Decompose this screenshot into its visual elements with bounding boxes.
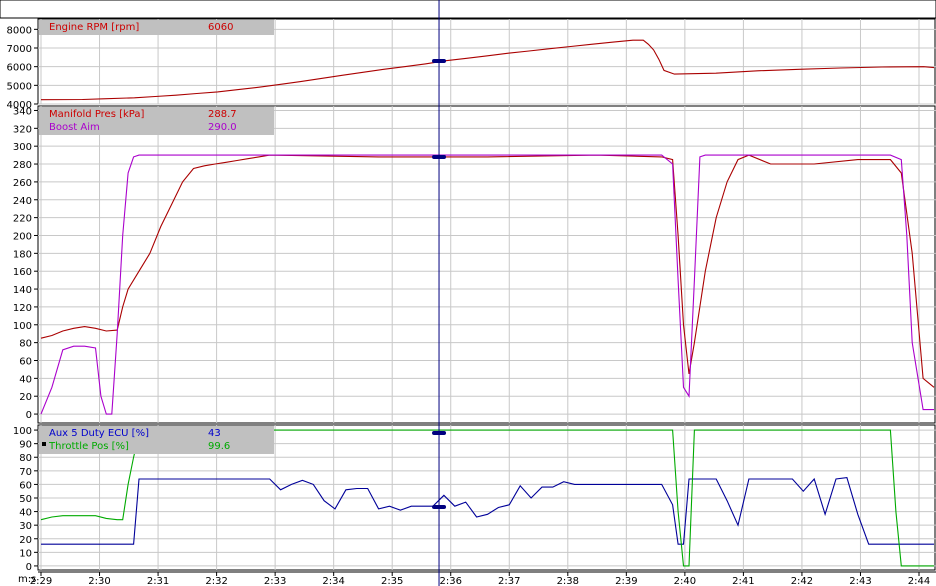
y-tick-label: 260: [13, 178, 32, 189]
x-tick-label: 2:35: [381, 576, 403, 586]
y-tick-label: 340: [13, 106, 32, 117]
y-tick-label: 100: [13, 426, 32, 437]
y-tick-label: 120: [13, 303, 32, 314]
y-tick-label: 5000: [7, 81, 32, 92]
legend-name: Boost Aim: [49, 122, 100, 133]
legend-name: Throttle Pos [%]: [48, 441, 129, 452]
x-axis-unit-label: m:s: [18, 574, 36, 585]
legend-name: Manifold Pres [kPa]: [49, 109, 145, 120]
y-tick-label: 140: [13, 285, 32, 296]
y-tick-label: 100: [13, 321, 32, 332]
plot-area: [37, 105, 936, 424]
x-tick-label: 2:43: [849, 576, 871, 586]
cursor-marker: [432, 59, 447, 63]
y-tick-label: 180: [13, 249, 32, 260]
y-tick-label: 240: [13, 196, 32, 207]
legend-box: [39, 426, 274, 454]
panel-boost: 0 20 40 60 80 100 120 140 160 180 200 220 240 260 280 3…: [13, 105, 936, 424]
x-tick-label: 2:39: [615, 576, 637, 586]
legend-value: 288.7: [208, 109, 237, 120]
y-tick-label: 20: [19, 535, 32, 546]
legend-name: Aux 5 Duty ECU [%]: [49, 428, 149, 439]
y-tick-label: 60: [19, 356, 32, 367]
legend-boost: Manifold Pres [kPa] 288.7 Boost Aim 290.0: [39, 107, 274, 135]
y-tick-label: 40: [19, 508, 32, 519]
y-tick-label: 0: [26, 562, 32, 573]
x-tick-label: 2:34: [322, 576, 344, 586]
x-tick-label: 2:42: [791, 576, 813, 586]
cursor-marker: [432, 505, 447, 509]
x-tick-label: 2:41: [732, 576, 754, 586]
x-tick-label: 2:29: [30, 576, 52, 586]
panel-duty: 0 10 20 30 40 50 60 70 80 90 100 Aux 5 Duty ECU [%]…: [13, 424, 936, 573]
y-tick-label: 4000: [7, 100, 32, 111]
y-tick-label: 90: [19, 440, 32, 451]
y-tick-label: 30: [19, 521, 32, 532]
legend-value: 99.6: [208, 441, 230, 452]
x-tick-label: 2:36: [439, 576, 461, 586]
legend-name: Engine RPM [rpm]: [49, 22, 139, 33]
y-tick-label: 7000: [7, 44, 32, 55]
x-tick-label: 2:31: [147, 576, 169, 586]
x-tick-label: 2:37: [498, 576, 520, 586]
x-tick-label: 2:44: [908, 576, 930, 586]
panel-rpm: 4000 5000 6000 7000 8000 Engine RPM [rpm] 6060: [7, 18, 936, 111]
y-tick-label: 280: [13, 160, 32, 171]
series-line-duty-0: [41, 476, 934, 545]
y-tick-label: 160: [13, 267, 32, 278]
x-tick-label: 2:40: [674, 576, 696, 586]
y-tick-label: 10: [19, 548, 32, 559]
x-tick-label: 2:30: [88, 576, 110, 586]
series-line-rpm-0: [40, 39, 935, 101]
y-tick-label: 8000: [7, 25, 32, 36]
y-tick-label: 0: [26, 410, 32, 421]
legend-value: 43: [208, 428, 221, 439]
y-tick-label: 20: [19, 392, 32, 403]
legend-value: 290.0: [208, 122, 237, 133]
legend-value: 6060: [208, 22, 233, 33]
y-tick-label: 6000: [7, 63, 32, 74]
series-line-boost-1: [40, 154, 934, 415]
y-tick-label: 40: [19, 374, 32, 385]
legend-marker: [42, 442, 46, 446]
x-tick-label: 2:33: [264, 576, 286, 586]
cursor-marker: [432, 431, 447, 435]
legend-rpm: Engine RPM [rpm] 6060: [39, 20, 274, 35]
cursor-marker: [432, 155, 447, 159]
y-tick-label: 300: [13, 142, 32, 153]
y-tick-label: 60: [19, 480, 32, 491]
y-tick-label: 220: [13, 214, 32, 225]
y-tick-label: 50: [19, 494, 32, 505]
y-tick-label: 80: [19, 453, 32, 464]
y-tick-label: 70: [19, 467, 32, 478]
legend-box: [39, 20, 274, 35]
x-tick-label: 2:32: [205, 576, 227, 586]
legend-box: [39, 107, 274, 135]
x-tick-label: 2:38: [557, 576, 579, 586]
y-tick-label: 80: [19, 339, 32, 350]
legend-duty: Aux 5 Duty ECU [%] 43 Throttle Pos [%] 99.6: [39, 426, 274, 454]
y-tick-label: 200: [13, 231, 32, 242]
y-tick-label: 320: [13, 124, 32, 135]
